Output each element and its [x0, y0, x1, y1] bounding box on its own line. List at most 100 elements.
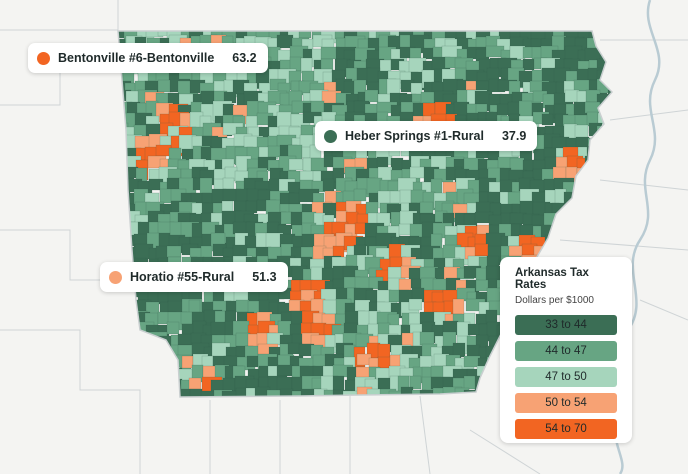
tax-district[interactable] — [518, 100, 533, 118]
tax-district[interactable] — [200, 90, 215, 106]
tax-district[interactable] — [563, 210, 576, 232]
tax-district[interactable] — [332, 375, 345, 393]
tax-district[interactable] — [596, 224, 613, 240]
tax-district[interactable] — [116, 366, 128, 388]
tax-district[interactable] — [266, 221, 280, 234]
tax-district[interactable] — [323, 389, 336, 410]
tax-district[interactable] — [116, 357, 131, 370]
tax-district[interactable] — [364, 89, 379, 103]
tax-district[interactable] — [409, 166, 426, 179]
tax-district[interactable] — [221, 390, 239, 409]
tax-district[interactable] — [123, 378, 137, 395]
tax-district[interactable] — [166, 321, 180, 335]
tax-district[interactable] — [587, 222, 603, 239]
tax-district[interactable] — [608, 214, 621, 227]
callout-horatio[interactable]: Horatio #55-Rural 51.3 — [100, 262, 288, 292]
tax-district[interactable] — [609, 80, 629, 101]
tax-district[interactable] — [487, 191, 501, 204]
tax-district[interactable] — [200, 390, 217, 410]
tax-district[interactable] — [596, 147, 614, 164]
tax-district[interactable] — [575, 179, 591, 194]
tax-district[interactable] — [544, 234, 559, 250]
tax-district[interactable] — [474, 388, 492, 402]
tax-district[interactable] — [113, 213, 127, 229]
tax-district[interactable] — [543, 212, 561, 226]
tax-district[interactable] — [562, 236, 577, 253]
tax-district[interactable] — [332, 389, 353, 404]
tax-district[interactable] — [222, 177, 235, 190]
tax-district[interactable] — [114, 181, 126, 201]
tax-district[interactable] — [587, 199, 609, 219]
tax-district[interactable] — [126, 332, 144, 345]
tax-district[interactable] — [113, 376, 126, 394]
tax-district[interactable] — [399, 189, 412, 205]
tax-district[interactable] — [574, 192, 589, 205]
tax-district[interactable] — [155, 390, 176, 403]
tax-district[interactable] — [607, 146, 625, 165]
tax-district[interactable] — [463, 355, 481, 368]
tax-district[interactable] — [298, 27, 312, 39]
tax-district[interactable] — [530, 27, 548, 41]
tax-district[interactable] — [112, 157, 128, 175]
tax-district[interactable] — [541, 113, 554, 126]
tax-district[interactable] — [598, 158, 613, 177]
tax-district[interactable] — [114, 134, 128, 155]
tax-district[interactable] — [145, 376, 162, 389]
tax-district[interactable] — [313, 388, 328, 409]
tax-district[interactable] — [114, 232, 131, 248]
tax-district[interactable] — [353, 188, 367, 202]
tax-district[interactable] — [431, 291, 445, 304]
tax-district[interactable] — [609, 202, 630, 219]
tax-district[interactable] — [235, 299, 250, 313]
tax-district[interactable] — [607, 223, 619, 245]
tax-district[interactable] — [607, 190, 619, 211]
tax-district[interactable] — [157, 79, 172, 93]
tax-district[interactable] — [553, 222, 575, 243]
tax-district[interactable] — [595, 203, 614, 222]
tax-district[interactable] — [419, 331, 435, 346]
tax-district[interactable] — [598, 134, 612, 148]
tax-district[interactable] — [587, 166, 606, 183]
tax-district[interactable] — [576, 199, 592, 216]
tax-district[interactable] — [606, 157, 624, 179]
tax-district[interactable] — [276, 111, 292, 129]
tax-district[interactable] — [610, 46, 626, 61]
tax-district[interactable] — [606, 58, 618, 79]
tax-district[interactable] — [266, 389, 288, 406]
tax-district[interactable] — [112, 390, 130, 404]
tax-district[interactable] — [576, 225, 595, 244]
tax-district[interactable] — [573, 79, 592, 92]
tax-district[interactable] — [597, 24, 615, 38]
callout-heber-springs[interactable]: Heber Springs #1-Rural 37.9 — [315, 121, 538, 151]
tax-district[interactable] — [596, 125, 610, 144]
tax-district[interactable] — [610, 170, 623, 183]
tax-district[interactable] — [276, 364, 294, 377]
tax-district[interactable] — [608, 68, 621, 85]
tax-district[interactable] — [522, 58, 535, 71]
tax-district[interactable] — [134, 367, 153, 385]
tax-district[interactable] — [159, 366, 181, 379]
tax-district[interactable] — [148, 346, 164, 368]
tax-district[interactable] — [123, 364, 140, 381]
tax-district[interactable] — [419, 201, 434, 215]
tax-district[interactable] — [599, 214, 615, 227]
tax-district[interactable] — [408, 298, 423, 311]
tax-district[interactable] — [114, 312, 132, 325]
tax-district[interactable] — [400, 386, 414, 399]
tax-district[interactable] — [288, 158, 304, 171]
callout-bentonville[interactable]: Bentonville #6-Bentonville 63.2 — [28, 43, 268, 73]
tax-district[interactable] — [112, 323, 129, 344]
tax-district[interactable] — [115, 300, 135, 315]
tax-district[interactable] — [146, 366, 167, 383]
tax-district[interactable] — [608, 133, 620, 150]
tax-district[interactable] — [122, 354, 135, 371]
tax-district[interactable] — [112, 202, 131, 216]
tax-district[interactable] — [134, 354, 153, 374]
tax-district[interactable] — [114, 333, 131, 351]
tax-district[interactable] — [607, 34, 627, 55]
tax-district[interactable] — [609, 126, 628, 145]
tax-district[interactable] — [189, 388, 203, 409]
tax-district[interactable] — [137, 343, 152, 357]
tax-district[interactable] — [609, 26, 627, 45]
